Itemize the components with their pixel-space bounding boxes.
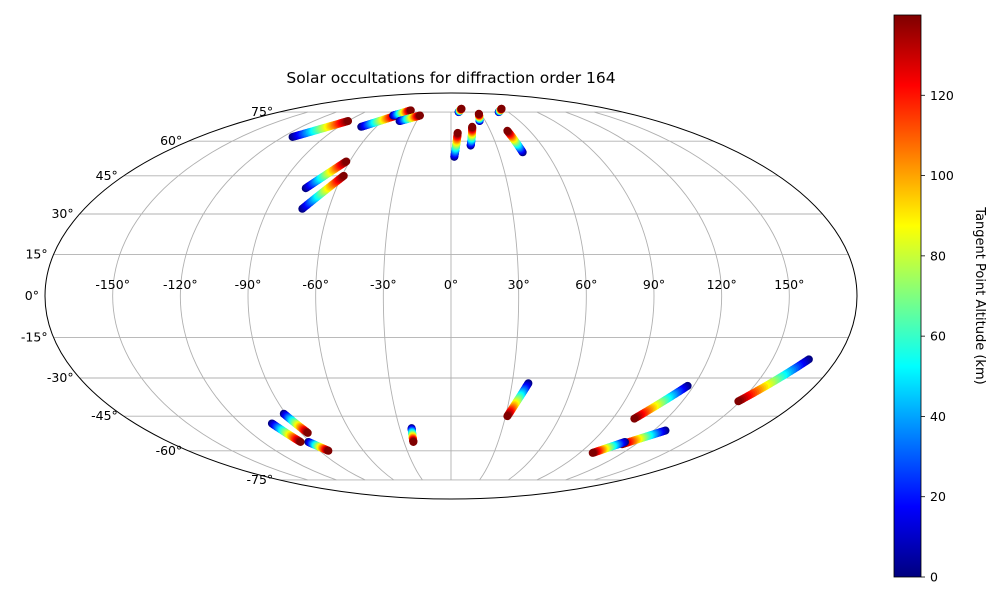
latitude-tick-label: 60° bbox=[160, 133, 182, 148]
occultation-track bbox=[279, 409, 312, 437]
occultation-point bbox=[342, 157, 351, 166]
occultation-point bbox=[457, 104, 466, 113]
occultation-track bbox=[395, 111, 424, 126]
latitude-tick-label: 15° bbox=[25, 246, 47, 261]
occultation-track bbox=[474, 109, 484, 126]
longitude-gridline bbox=[382, 111, 423, 481]
latitude-tick-label: 45° bbox=[96, 168, 118, 183]
occultation-track bbox=[588, 437, 629, 457]
occultation-point bbox=[588, 448, 597, 457]
longitude-gridline bbox=[112, 111, 308, 481]
occultation-track bbox=[288, 117, 353, 141]
occultation-point bbox=[453, 128, 462, 137]
occultation-tracks bbox=[267, 104, 813, 457]
longitude-tick-label: -90° bbox=[235, 277, 262, 292]
occultation-track bbox=[494, 104, 506, 117]
occultation-point bbox=[734, 397, 743, 406]
latitude-tick-labels: -75° -60° -45° -30° -15° 0° 15° 30° 45° 60° 75° bbox=[21, 104, 273, 487]
colorbar-ticks: 0 20 40 60 80 100 120 bbox=[921, 88, 954, 585]
occultation-point bbox=[474, 109, 483, 118]
longitude-gridline bbox=[179, 111, 337, 481]
longitude-tick-labels: -150° -120° -90° -60° -30° 0° 30° 60° 90° 120° 150… bbox=[95, 277, 804, 292]
longitude-tick-label: 150° bbox=[774, 277, 804, 292]
occultation-track bbox=[267, 419, 305, 446]
longitude-tick-label: -30° bbox=[370, 277, 397, 292]
colorbar-tick-label: 100 bbox=[930, 168, 954, 183]
occultation-track bbox=[503, 126, 527, 157]
latitude-tick-label: 75° bbox=[251, 104, 273, 119]
occultation-track bbox=[357, 111, 401, 131]
occultation-track bbox=[304, 437, 333, 455]
occultation-point bbox=[303, 428, 312, 437]
occultation-point bbox=[416, 111, 424, 120]
occultation-track bbox=[407, 424, 418, 446]
longitude-gridline bbox=[247, 111, 366, 481]
longitude-tick-label: -60° bbox=[302, 277, 329, 292]
latitude-tick-label: -15° bbox=[21, 330, 48, 345]
chart-title: Solar occultations for diffraction order… bbox=[286, 69, 615, 87]
occultation-point bbox=[503, 126, 512, 135]
map-gridlines bbox=[53, 111, 849, 481]
longitude-tick-label: -120° bbox=[163, 277, 198, 292]
occultation-point bbox=[503, 412, 512, 421]
occultation-track bbox=[454, 104, 466, 117]
latitude-tick-label: -45° bbox=[91, 408, 118, 423]
occultation-point bbox=[339, 171, 348, 180]
colorbar-tick-label: 120 bbox=[930, 88, 954, 103]
occultation-track bbox=[734, 355, 813, 406]
longitude-tick-label: 0° bbox=[444, 277, 458, 292]
longitude-tick-label: -150° bbox=[95, 277, 130, 292]
colorbar-tick-label: 60 bbox=[930, 329, 946, 344]
occultation-point bbox=[468, 122, 477, 131]
occultation-point bbox=[630, 414, 639, 423]
occultation-track bbox=[466, 122, 477, 150]
occultation-point bbox=[406, 106, 415, 115]
longitude-gridline bbox=[565, 111, 723, 481]
colorbar-tick-label: 40 bbox=[930, 409, 946, 424]
occultation-point bbox=[344, 117, 353, 126]
occultation-track bbox=[298, 171, 348, 213]
occultation-track bbox=[503, 379, 533, 421]
colorbar bbox=[893, 14, 922, 578]
occultation-track bbox=[301, 157, 351, 193]
colorbar-tick-label: 80 bbox=[930, 248, 946, 263]
latitude-tick-label: 0° bbox=[25, 288, 39, 303]
longitude-gridline bbox=[594, 111, 790, 481]
occultation-track bbox=[389, 106, 415, 120]
map-outline bbox=[44, 92, 858, 500]
latitude-tick-label: 30° bbox=[51, 206, 73, 221]
longitude-gridline bbox=[479, 111, 520, 481]
longitude-tick-label: 30° bbox=[508, 277, 530, 292]
longitude-tick-label: 90° bbox=[643, 277, 665, 292]
occultation-track bbox=[630, 381, 692, 423]
occultation-track bbox=[450, 128, 462, 161]
latitude-tick-label: -75° bbox=[247, 472, 274, 487]
latitude-tick-label: -60° bbox=[156, 443, 183, 458]
colorbar-label: Tangent Point Altitude (km) bbox=[972, 206, 987, 384]
colorbar-tick-label: 0 bbox=[930, 570, 938, 585]
latitude-tick-label: -30° bbox=[47, 370, 74, 385]
longitude-gridline bbox=[315, 111, 394, 481]
longitude-gridline bbox=[536, 111, 655, 481]
longitude-gridline bbox=[508, 111, 587, 481]
occultation-point bbox=[497, 104, 506, 113]
longitude-tick-label: 120° bbox=[707, 277, 737, 292]
colorbar-tick-label: 20 bbox=[930, 489, 946, 504]
occultation-point bbox=[324, 446, 333, 455]
occultation-point bbox=[409, 437, 418, 446]
occultation-point bbox=[296, 437, 305, 446]
occultation-track bbox=[618, 426, 670, 449]
longitude-tick-label: 60° bbox=[575, 277, 597, 292]
